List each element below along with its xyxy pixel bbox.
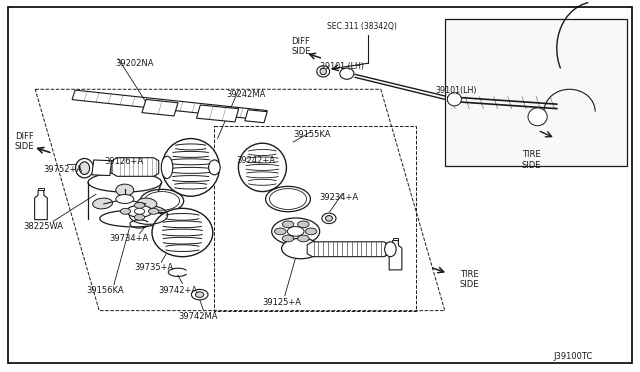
Text: 39155KA: 39155KA	[293, 130, 330, 139]
Ellipse shape	[191, 289, 208, 300]
Polygon shape	[245, 110, 267, 123]
Ellipse shape	[145, 192, 179, 210]
Text: 39734+A: 39734+A	[109, 234, 149, 243]
Ellipse shape	[322, 213, 336, 224]
Text: 39156KA: 39156KA	[87, 286, 124, 295]
Ellipse shape	[447, 93, 461, 106]
Text: 39125+A: 39125+A	[262, 298, 301, 307]
Polygon shape	[35, 190, 47, 219]
Text: 39101 (LH): 39101 (LH)	[321, 62, 364, 71]
Ellipse shape	[100, 210, 168, 227]
Text: 39234+A: 39234+A	[319, 193, 359, 202]
Text: 38225WA: 38225WA	[24, 222, 63, 231]
Text: TIRE
SIDE: TIRE SIDE	[522, 150, 541, 170]
Polygon shape	[112, 158, 159, 176]
Bar	[393, 238, 398, 240]
Bar	[445, 19, 627, 166]
Text: 39742+A: 39742+A	[158, 286, 198, 295]
Polygon shape	[72, 90, 267, 120]
Ellipse shape	[79, 162, 90, 174]
Text: SEC.311 (38342Q): SEC.311 (38342Q)	[326, 22, 397, 31]
Text: 39126+A: 39126+A	[104, 157, 143, 166]
Polygon shape	[389, 240, 402, 270]
Ellipse shape	[161, 156, 173, 179]
Circle shape	[298, 235, 309, 242]
Polygon shape	[307, 242, 389, 257]
Circle shape	[282, 221, 294, 228]
Text: 39752+A: 39752+A	[43, 165, 83, 174]
Text: 39101(LH): 39101(LH)	[435, 86, 476, 94]
Circle shape	[298, 221, 309, 228]
Circle shape	[120, 208, 131, 214]
Text: 39242MA: 39242MA	[227, 90, 266, 99]
Ellipse shape	[317, 66, 330, 77]
Circle shape	[148, 208, 159, 214]
Ellipse shape	[76, 158, 93, 178]
Ellipse shape	[528, 108, 547, 126]
Polygon shape	[92, 160, 111, 176]
Ellipse shape	[88, 173, 162, 192]
Ellipse shape	[385, 242, 396, 257]
Ellipse shape	[282, 238, 320, 259]
Ellipse shape	[116, 195, 134, 203]
Ellipse shape	[162, 138, 220, 196]
Circle shape	[305, 228, 317, 235]
Ellipse shape	[152, 208, 212, 257]
Bar	[38, 188, 44, 190]
Text: 39242+A: 39242+A	[237, 156, 275, 165]
Text: DIFF
SIDE: DIFF SIDE	[15, 132, 34, 151]
Text: 39202NA: 39202NA	[115, 59, 154, 68]
Text: 39742MA: 39742MA	[179, 312, 218, 321]
Circle shape	[287, 227, 304, 236]
Ellipse shape	[272, 218, 320, 245]
Circle shape	[134, 208, 145, 214]
Circle shape	[275, 228, 286, 235]
Ellipse shape	[238, 143, 287, 192]
Text: J39100TC: J39100TC	[553, 352, 593, 361]
Ellipse shape	[196, 292, 204, 298]
Circle shape	[282, 235, 294, 242]
Ellipse shape	[127, 205, 152, 217]
Text: TIRE
SIDE: TIRE SIDE	[460, 270, 479, 289]
Ellipse shape	[93, 198, 113, 209]
Ellipse shape	[116, 184, 134, 196]
Polygon shape	[142, 99, 178, 116]
Ellipse shape	[269, 189, 307, 209]
Ellipse shape	[326, 216, 333, 221]
Ellipse shape	[209, 160, 220, 175]
Ellipse shape	[320, 68, 326, 75]
Polygon shape	[196, 105, 239, 122]
Ellipse shape	[137, 198, 157, 209]
Circle shape	[134, 202, 145, 208]
Text: DIFF
SIDE: DIFF SIDE	[291, 37, 310, 56]
Text: 39735+A: 39735+A	[134, 263, 173, 272]
Ellipse shape	[340, 68, 354, 79]
Circle shape	[134, 214, 145, 220]
